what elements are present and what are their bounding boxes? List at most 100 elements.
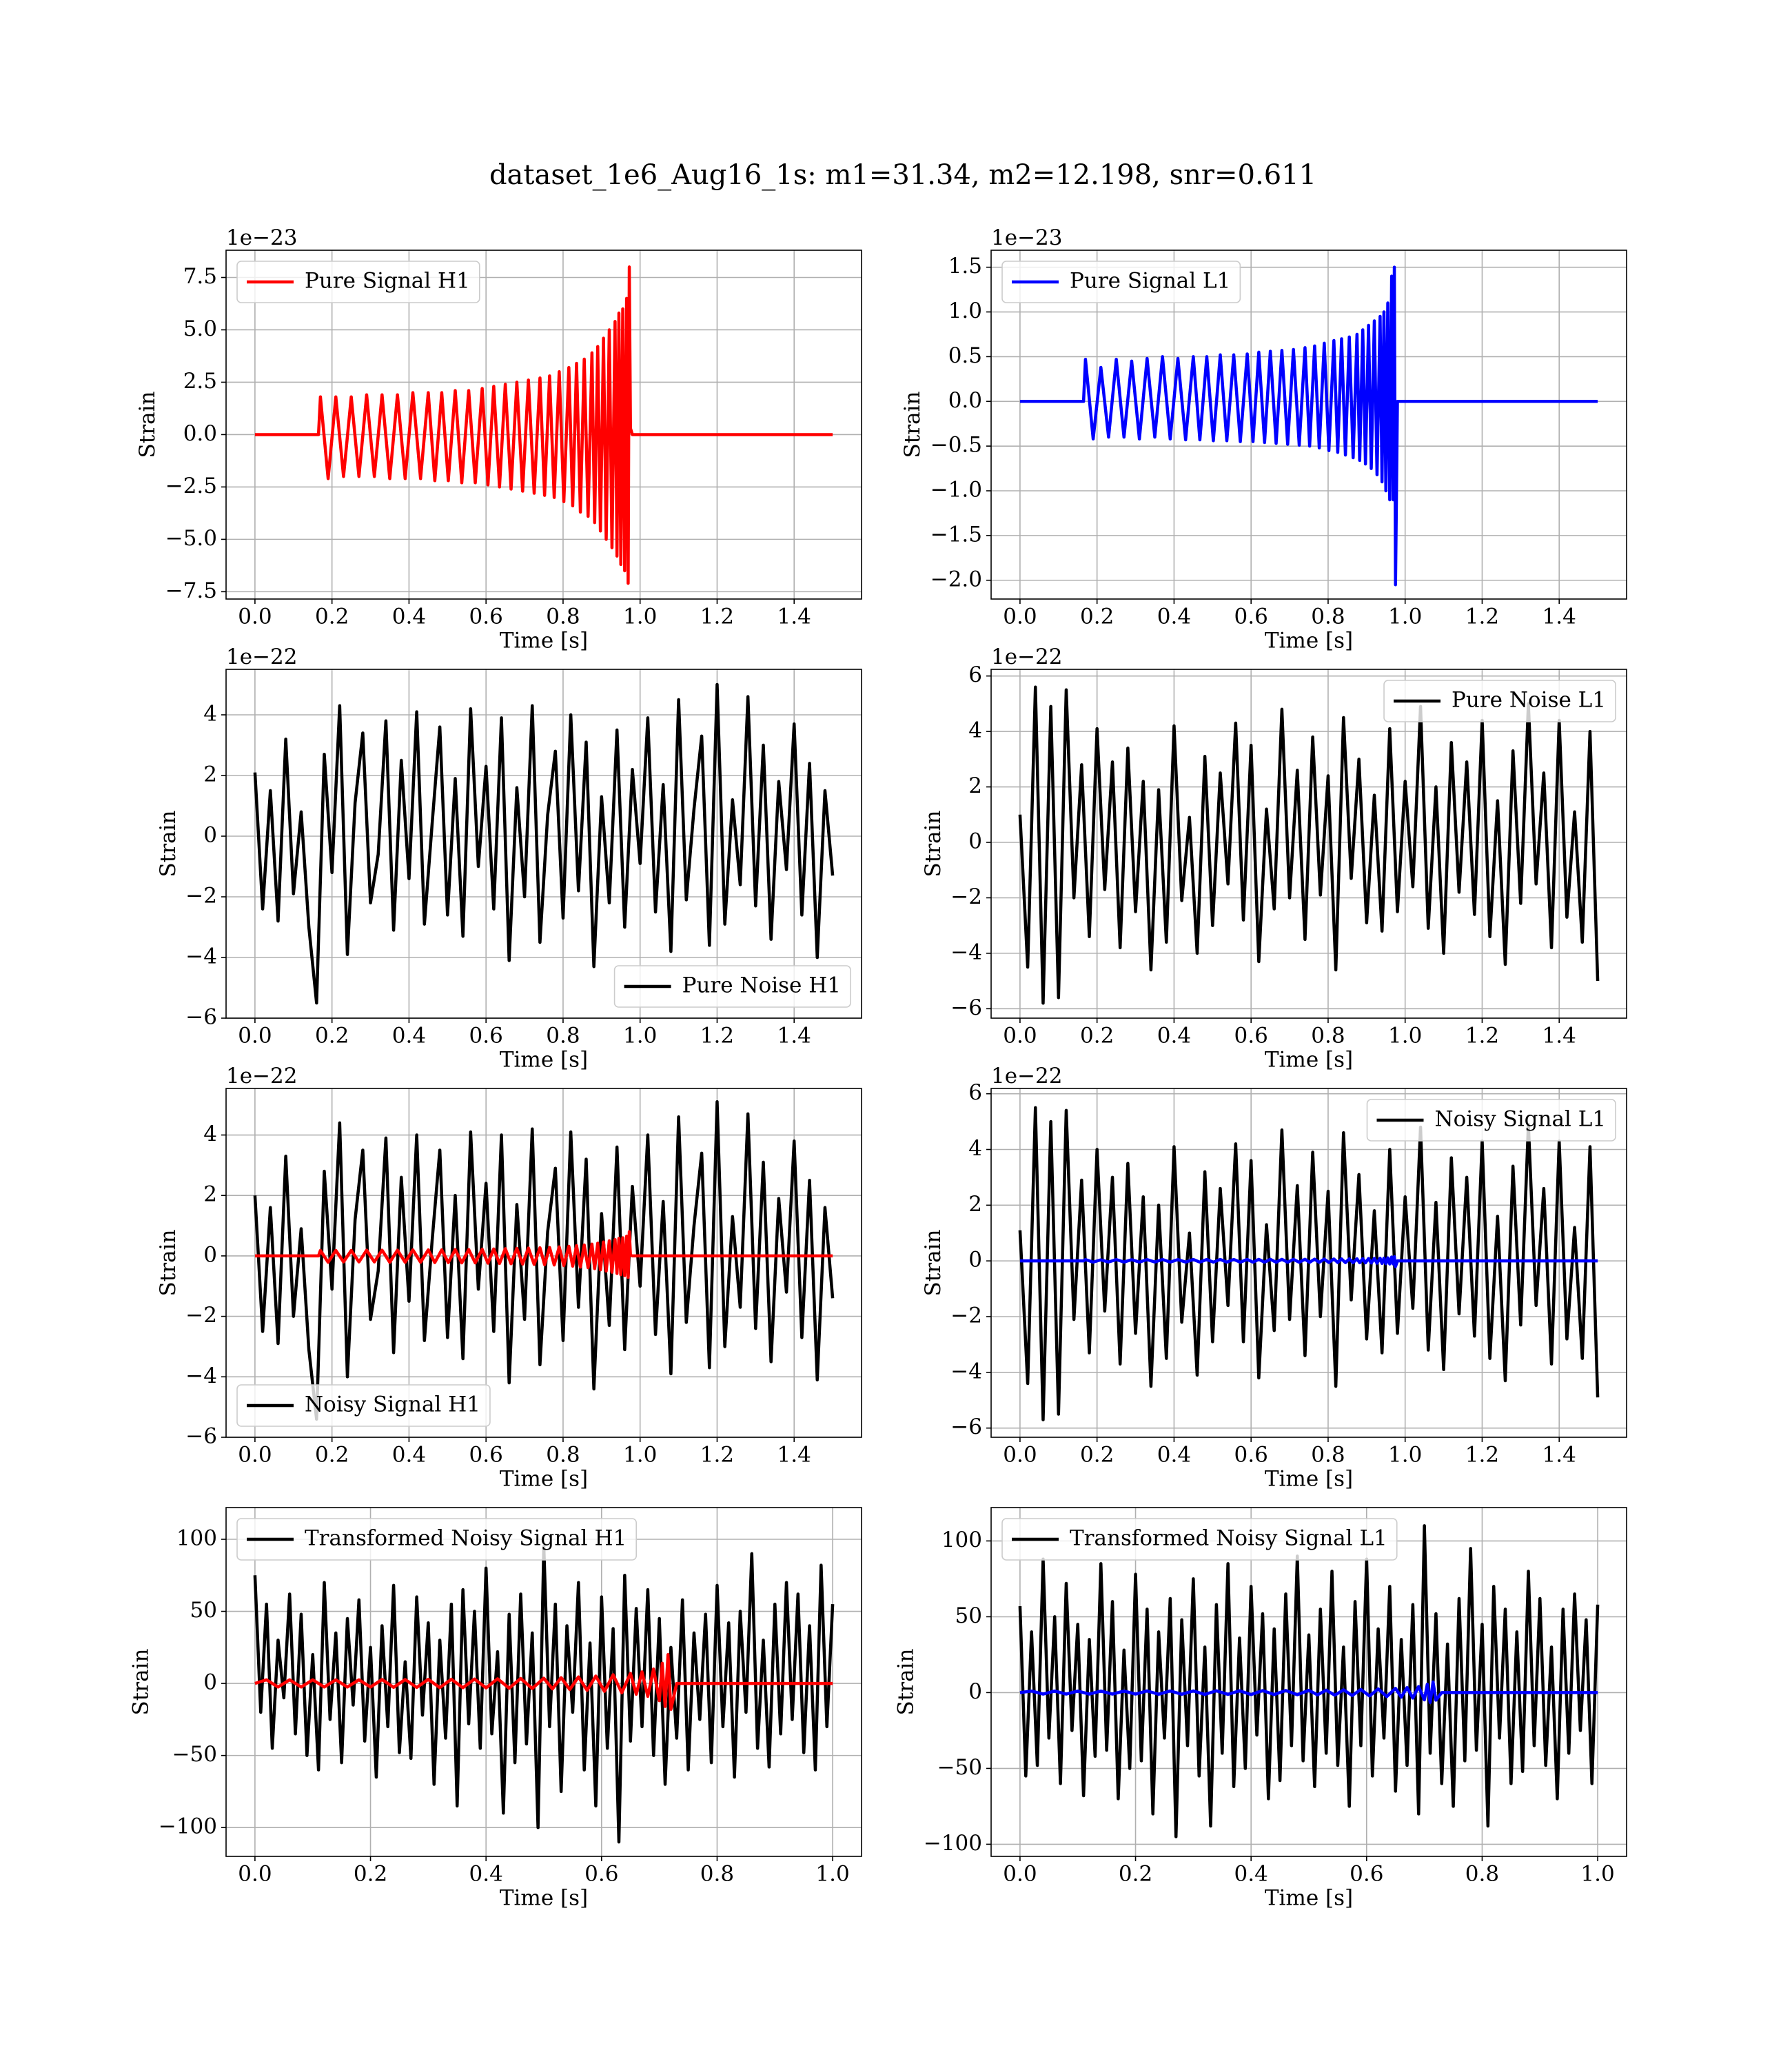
legend: Noisy Signal H1 — [236, 1384, 491, 1427]
x-tick-label: 1.4 — [777, 1443, 811, 1468]
x-tick-label: 1.4 — [1542, 605, 1576, 629]
x-tick-label: 1.4 — [777, 1024, 811, 1048]
x-tick-label: 0.4 — [392, 605, 426, 629]
x-axis-label: Time [s] — [500, 1886, 588, 1911]
legend-label: Pure Signal H1 — [305, 269, 470, 294]
x-tick-label: 1.0 — [1580, 1862, 1614, 1887]
y-tick-label: −0.5 — [930, 433, 982, 458]
legend-label: Transformed Noisy Signal L1 — [1070, 1526, 1387, 1551]
y-tick-label: 2 — [968, 773, 982, 798]
subplot: 0.0 0.2 0.4 0.6 0.8 1.0 1.2 1.4 −6 −4 −2 0 2 4 1e−22 Ti… — [156, 645, 862, 1073]
x-tick-label: 0.2 — [1080, 1443, 1114, 1468]
y-tick-label: −6 — [950, 1415, 982, 1439]
x-tick-label: 0.0 — [238, 1443, 272, 1468]
legend: Noisy Signal L1 — [1366, 1099, 1616, 1142]
x-tick-label: 0.0 — [238, 605, 272, 629]
x-tick-label: 0.2 — [1080, 605, 1114, 629]
x-tick-label: 1.2 — [700, 1024, 734, 1048]
y-tick-label: 0 — [203, 1670, 217, 1695]
x-tick-label: 0.6 — [1350, 1862, 1383, 1887]
x-tick-label: 0.4 — [1157, 1024, 1191, 1048]
y-tick-label: −4 — [950, 940, 982, 964]
x-tick-label: 0.4 — [469, 1862, 503, 1887]
axes-frame — [225, 1507, 862, 1857]
x-tick-label: 0.2 — [315, 605, 349, 629]
y-tick-label: −6 — [950, 995, 982, 1020]
x-tick-label: 0.6 — [1234, 1443, 1268, 1468]
subplot: 0.0 0.2 0.4 0.6 0.8 1.0 1.2 1.4 −7.5 −5.0 −2.5 0.0 2… — [135, 225, 862, 653]
series-line — [1018, 1524, 1600, 1838]
x-tick-label: 0.8 — [1311, 1443, 1345, 1468]
x-tick-label: 0.2 — [1119, 1862, 1152, 1887]
y-tick-label: 5.0 — [183, 316, 217, 341]
legend-box — [1001, 261, 1241, 303]
x-tick-label: 1.0 — [623, 605, 657, 629]
axes-frame — [990, 250, 1627, 600]
x-axis-label: Time [s] — [500, 629, 588, 653]
x-tick-label: 0.4 — [1234, 1862, 1268, 1887]
axes-frame — [225, 250, 862, 600]
x-axis-label: Time [s] — [1265, 629, 1353, 653]
x-tick-label: 0.8 — [1311, 1024, 1345, 1048]
x-tick-label: 0.6 — [584, 1862, 618, 1887]
legend-label: Pure Signal L1 — [1070, 269, 1230, 294]
x-tick-label: 1.2 — [700, 605, 734, 629]
x-tick-label: 1.0 — [1388, 1443, 1422, 1468]
x-axis-label: Time [s] — [500, 1048, 588, 1073]
x-tick-label: 1.0 — [815, 1862, 849, 1887]
y-tick-label: 4 — [968, 1136, 982, 1161]
x-tick-label: 0.0 — [238, 1862, 272, 1887]
subplot: 0.0 0.2 0.4 0.6 0.8 1.0 −100 −50 0 50 100 Time [s] S… — [893, 1507, 1627, 1911]
y-axis-label: Strain — [921, 1230, 946, 1297]
x-tick-label: 0.8 — [1465, 1862, 1499, 1887]
y-tick-label: −4 — [185, 944, 217, 969]
y-tick-label: −4 — [185, 1364, 217, 1388]
series-line — [254, 1653, 833, 1711]
axes-frame — [225, 1088, 862, 1438]
y-tick-label: 1.0 — [948, 298, 982, 323]
y-axis-label: Strain — [156, 811, 181, 878]
x-tick-label: 0.0 — [1003, 1024, 1037, 1048]
x-tick-label: 0.6 — [1234, 605, 1268, 629]
y-tick-label: 0 — [968, 1248, 982, 1273]
x-tick-label: 0.0 — [1003, 1862, 1037, 1887]
y-tick-label: −2.0 — [930, 567, 982, 591]
y-tick-label: −5.0 — [165, 526, 217, 551]
series-line — [1019, 1255, 1598, 1268]
subplot: 0.0 0.2 0.4 0.6 0.8 1.0 1.2 1.4 −2.0 −1.5 −1.0 −0.5… — [900, 225, 1627, 653]
y-tick-label: −6 — [185, 1005, 217, 1030]
x-tick-label: 0.0 — [1003, 605, 1037, 629]
x-tick-label: 0.0 — [238, 1024, 272, 1048]
legend-label: Pure Noise L1 — [1452, 688, 1606, 713]
y-tick-label: 0.0 — [183, 421, 217, 446]
x-axis-label: Time [s] — [500, 1467, 588, 1492]
x-tick-label: 0.4 — [392, 1443, 426, 1468]
y-axis-label: Strain — [900, 392, 925, 458]
y-tick-label: −100 — [159, 1814, 217, 1839]
x-tick-label: 1.0 — [1388, 605, 1422, 629]
series-line — [253, 1100, 835, 1421]
legend-box — [613, 965, 851, 1008]
x-tick-label: 0.6 — [469, 1443, 503, 1468]
y-tick-label: 0 — [968, 1679, 982, 1704]
x-tick-label: 0.8 — [700, 1862, 734, 1887]
subplot: 0.0 0.2 0.4 0.6 0.8 1.0 1.2 1.4 −6 −4 −2 0 2 4 1e−22 Ti… — [156, 1064, 862, 1492]
y-tick-label: 2 — [203, 1182, 217, 1207]
series-line — [1019, 1680, 1598, 1704]
y-tick-label: 100 — [941, 1528, 982, 1552]
x-tick-label: 0.4 — [1157, 1443, 1191, 1468]
x-tick-label: 0.4 — [1157, 605, 1191, 629]
y-tick-label: 0 — [203, 823, 217, 848]
y-tick-label: 50 — [955, 1603, 982, 1628]
y-axis-label: Strain — [128, 1649, 153, 1716]
series-line — [1018, 1106, 1600, 1421]
offset-text: 1e−22 — [991, 1064, 1063, 1088]
legend-label: Noisy Signal H1 — [305, 1392, 480, 1417]
y-axis-label: Strain — [135, 392, 160, 458]
offset-text: 1e−22 — [991, 645, 1063, 669]
x-tick-label: 0.2 — [315, 1443, 349, 1468]
y-tick-label: 4 — [203, 1122, 217, 1146]
x-tick-label: 0.2 — [315, 1024, 349, 1048]
legend: Pure Signal H1 — [236, 261, 480, 303]
